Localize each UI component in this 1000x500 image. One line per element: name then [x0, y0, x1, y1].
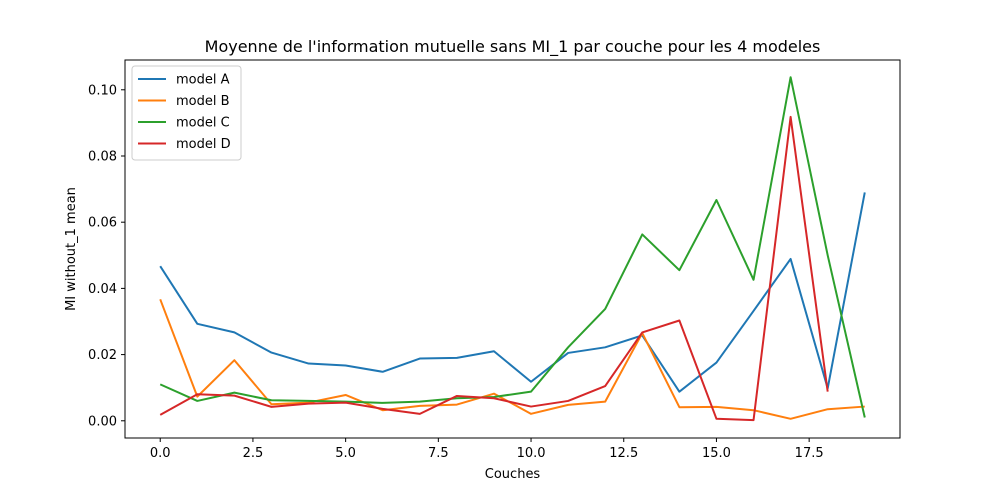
- plot-frame: [124, 59, 901, 439]
- legend-label-model-b: model B: [176, 94, 230, 109]
- x-tick-label: 10.0: [517, 446, 546, 461]
- legend-label-model-c: model C: [176, 116, 230, 131]
- y-tick-label: 0.02: [88, 348, 117, 363]
- x-tick-label: 12.5: [609, 446, 638, 461]
- x-tick-label: 7.5: [428, 446, 449, 461]
- series-line-model-c: [159, 76, 866, 418]
- plot-area: [159, 76, 866, 422]
- y-axis-title: MI without_1 mean: [64, 187, 79, 311]
- x-tick-label: 2.5: [243, 446, 264, 461]
- series-line-model-b: [159, 298, 865, 420]
- legend: model A model B model C model D: [131, 65, 242, 161]
- series-line-model-a: [159, 192, 866, 393]
- x-axis-title: Couches: [485, 467, 541, 482]
- y-tick-label: 0.00: [88, 414, 117, 429]
- x-tick-label: 15.0: [702, 446, 731, 461]
- chart-title: Moyenne de l'information mutuelle sans M…: [205, 37, 821, 57]
- series-line-model-d: [159, 115, 829, 422]
- y-tick-label: 0.08: [88, 149, 117, 164]
- y-tick-label: 0.06: [88, 216, 117, 231]
- y-axis: 0.00 0.02 0.04 0.06 0.08 0.10: [88, 83, 125, 429]
- x-tick-label: 17.5: [795, 446, 824, 461]
- x-tick-label: 5.0: [335, 446, 356, 461]
- x-tick-label: 0.0: [150, 446, 171, 461]
- legend-box: [131, 65, 242, 161]
- y-tick-label: 0.04: [88, 282, 117, 297]
- legend-label-model-a: model A: [176, 73, 230, 88]
- legend-label-model-d: model D: [176, 137, 231, 152]
- y-tick-label: 0.10: [88, 83, 117, 98]
- x-axis: 0.0 2.5 5.0 7.5 10.0 12.5 15.0 17.5: [150, 438, 824, 461]
